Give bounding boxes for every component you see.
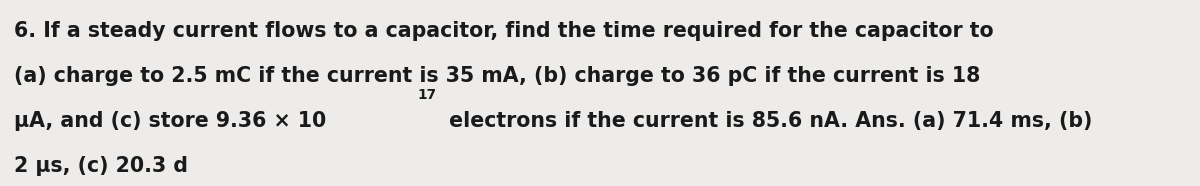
Text: 17: 17 xyxy=(418,88,437,102)
Text: electrons if the current is 85.6 nA. Ans. (a) 71.4 ms, (b): electrons if the current is 85.6 nA. Ans… xyxy=(442,111,1092,131)
Text: 6. If a steady current flows to a capacitor, find the time required for the capa: 6. If a steady current flows to a capaci… xyxy=(14,21,994,41)
Text: (a) charge to 2.5 mC if the current is 35 mA, (b) charge to 36 pC if the current: (a) charge to 2.5 mC if the current is 3… xyxy=(14,66,980,86)
Text: 2 μs, (c) 20.3 d: 2 μs, (c) 20.3 d xyxy=(14,156,188,176)
Text: μA, and (c) store 9.36 × 10: μA, and (c) store 9.36 × 10 xyxy=(14,111,326,131)
